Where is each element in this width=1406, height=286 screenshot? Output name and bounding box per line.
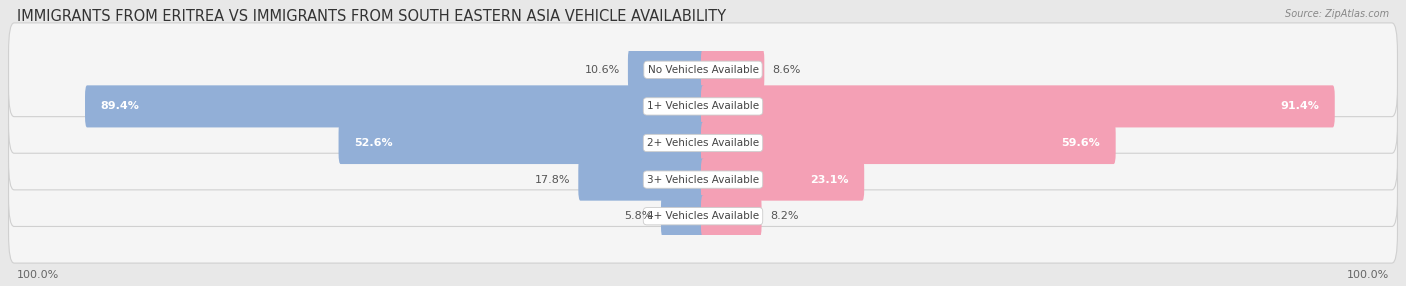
FancyBboxPatch shape xyxy=(702,195,762,237)
Text: 4+ Vehicles Available: 4+ Vehicles Available xyxy=(647,211,759,221)
Text: 59.6%: 59.6% xyxy=(1062,138,1099,148)
FancyBboxPatch shape xyxy=(8,23,1398,117)
FancyBboxPatch shape xyxy=(661,195,704,237)
Text: 8.6%: 8.6% xyxy=(772,65,801,75)
FancyBboxPatch shape xyxy=(578,158,704,201)
Text: 8.2%: 8.2% xyxy=(770,211,799,221)
FancyBboxPatch shape xyxy=(8,169,1398,263)
FancyBboxPatch shape xyxy=(8,96,1398,190)
Text: 91.4%: 91.4% xyxy=(1279,102,1319,111)
FancyBboxPatch shape xyxy=(702,85,1334,128)
Text: 100.0%: 100.0% xyxy=(1347,270,1389,280)
Text: 89.4%: 89.4% xyxy=(101,102,139,111)
Text: 1+ Vehicles Available: 1+ Vehicles Available xyxy=(647,102,759,111)
FancyBboxPatch shape xyxy=(702,49,765,91)
Text: No Vehicles Available: No Vehicles Available xyxy=(648,65,758,75)
Text: 23.1%: 23.1% xyxy=(810,175,848,184)
Text: 3+ Vehicles Available: 3+ Vehicles Available xyxy=(647,175,759,184)
Text: 2+ Vehicles Available: 2+ Vehicles Available xyxy=(647,138,759,148)
FancyBboxPatch shape xyxy=(339,122,704,164)
Text: 52.6%: 52.6% xyxy=(354,138,394,148)
Text: Source: ZipAtlas.com: Source: ZipAtlas.com xyxy=(1285,9,1389,19)
Text: IMMIGRANTS FROM ERITREA VS IMMIGRANTS FROM SOUTH EASTERN ASIA VEHICLE AVAILABILI: IMMIGRANTS FROM ERITREA VS IMMIGRANTS FR… xyxy=(17,9,725,23)
FancyBboxPatch shape xyxy=(84,85,704,128)
FancyBboxPatch shape xyxy=(8,59,1398,153)
Text: 5.8%: 5.8% xyxy=(624,211,652,221)
Text: 10.6%: 10.6% xyxy=(585,65,620,75)
FancyBboxPatch shape xyxy=(702,122,1116,164)
Text: 100.0%: 100.0% xyxy=(17,270,59,280)
FancyBboxPatch shape xyxy=(8,133,1398,227)
FancyBboxPatch shape xyxy=(702,158,865,201)
FancyBboxPatch shape xyxy=(628,49,704,91)
Text: 17.8%: 17.8% xyxy=(534,175,569,184)
